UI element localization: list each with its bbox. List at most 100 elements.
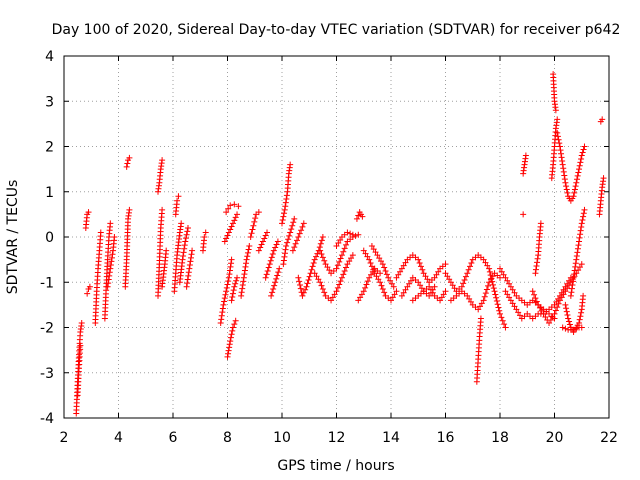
data-point: [337, 255, 344, 262]
x-tick-label: 12: [328, 430, 346, 446]
data-point: [229, 290, 236, 297]
data-point: [229, 293, 236, 300]
data-point: [504, 277, 511, 284]
data-point: [507, 297, 514, 304]
data-point: [490, 285, 497, 292]
data-point: [569, 281, 576, 288]
data-point: [563, 186, 570, 193]
y-tick-label: -4: [40, 411, 54, 427]
data-point: [217, 319, 224, 326]
x-axis-label: GPS time / hours: [277, 458, 394, 474]
data-point: [295, 274, 302, 281]
data-point: [464, 292, 471, 299]
data-point: [566, 318, 573, 325]
data-point: [296, 281, 303, 288]
data-point: [311, 270, 318, 277]
data-point: [264, 267, 271, 274]
data-point: [224, 232, 231, 239]
data-point: [580, 213, 587, 220]
data-point: [228, 297, 235, 304]
data-point: [275, 269, 282, 276]
data-point: [494, 301, 501, 308]
data-point: [417, 282, 424, 289]
data-point: [313, 253, 320, 260]
data-point: [431, 283, 438, 290]
data-point: [223, 209, 230, 216]
data-point: [271, 282, 278, 289]
data-point: [381, 264, 388, 271]
data-point: [442, 288, 449, 295]
data-point: [183, 231, 190, 238]
data-point: [105, 280, 112, 287]
data-point: [334, 284, 341, 291]
data-point: [599, 116, 606, 123]
data-point: [349, 252, 356, 259]
data-point: [343, 241, 350, 248]
data-point: [377, 279, 384, 286]
data-point: [497, 265, 503, 272]
data-point: [563, 183, 570, 190]
data-point: [274, 238, 281, 245]
data-point: [577, 313, 584, 320]
data-point: [333, 288, 340, 295]
data-point: [570, 274, 577, 281]
x-tick-label: 18: [491, 430, 509, 446]
data-point: [338, 252, 345, 259]
data-point: [511, 303, 518, 310]
data-point: [349, 231, 356, 238]
data-point: [272, 279, 279, 286]
data-point: [489, 273, 496, 280]
data-point: [363, 281, 370, 288]
y-tick-label: 4: [45, 49, 54, 65]
data-point: [186, 262, 193, 269]
data-point: [574, 245, 581, 252]
data-point: [486, 279, 493, 286]
data-point: [437, 297, 444, 304]
data-point: [362, 250, 369, 257]
data-point: [576, 166, 583, 173]
data-point: [417, 263, 424, 270]
data-point: [341, 245, 348, 252]
data-point: [446, 276, 453, 283]
data-point: [282, 246, 289, 253]
data-point: [317, 279, 324, 286]
data-point: [268, 254, 275, 261]
data-point: [561, 172, 568, 179]
data-point: [108, 254, 115, 261]
data-point: [226, 341, 233, 348]
data-point: [407, 277, 414, 284]
data-point: [379, 261, 386, 268]
data-point: [579, 217, 586, 224]
data-point: [241, 267, 248, 274]
data-point: [442, 270, 449, 277]
y-axis-label: SDTVAR / TECUs: [5, 180, 21, 295]
data-point: [511, 289, 518, 296]
data-point: [302, 286, 309, 293]
y-tick-label: 1: [45, 185, 54, 201]
data-point: [501, 321, 508, 328]
data-point: [229, 324, 236, 331]
data-point: [182, 238, 189, 245]
data-point: [300, 220, 307, 227]
data-point: [78, 319, 85, 326]
data-point: [300, 289, 307, 296]
data-point: [552, 307, 559, 314]
x-tick-label: 2: [60, 430, 69, 446]
data-point: [233, 277, 240, 284]
data-point: [383, 271, 390, 278]
data-point: [415, 256, 422, 263]
data-point: [319, 286, 326, 293]
data-point: [485, 282, 492, 289]
data-point: [571, 186, 578, 193]
x-tick-label: 14: [382, 430, 400, 446]
data-point: [279, 220, 285, 227]
data-point: [229, 220, 236, 227]
data-point: [397, 268, 404, 275]
data-point: [540, 310, 547, 317]
chart-title: Day 100 of 2020, Sidereal Day-to-day VTE…: [52, 22, 621, 38]
data-point: [239, 285, 246, 292]
data-point: [228, 331, 235, 338]
data-point: [306, 273, 313, 280]
data-point: [111, 234, 118, 240]
data-point: [318, 237, 325, 244]
